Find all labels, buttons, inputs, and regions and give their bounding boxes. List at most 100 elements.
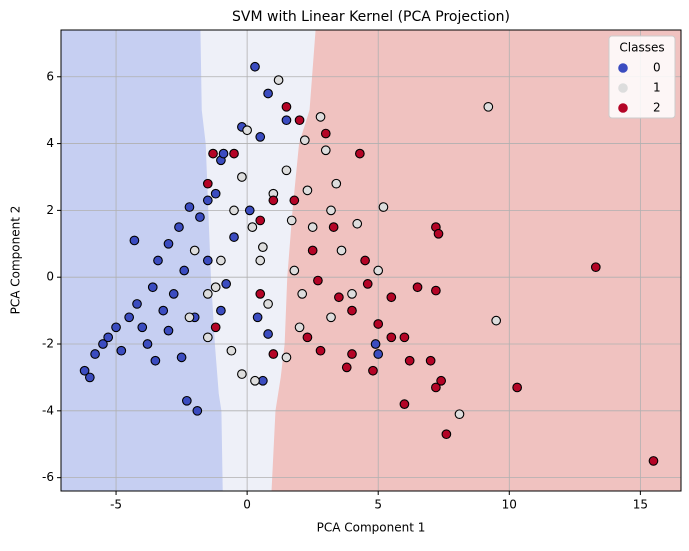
point <box>281 115 292 126</box>
point <box>208 148 218 159</box>
point <box>98 339 108 349</box>
point <box>153 255 163 266</box>
point <box>352 218 363 229</box>
point <box>252 312 263 323</box>
point <box>250 375 260 386</box>
point <box>229 205 239 216</box>
point <box>433 228 444 239</box>
point <box>294 115 305 126</box>
point <box>184 202 195 212</box>
point <box>281 165 292 176</box>
legend-title: Classes <box>619 41 664 55</box>
point <box>158 305 169 316</box>
legend-marker <box>618 63 628 73</box>
point <box>84 372 95 383</box>
point <box>237 369 247 379</box>
point <box>202 195 213 206</box>
point <box>142 339 153 349</box>
point <box>216 305 226 316</box>
point <box>347 289 357 299</box>
point <box>326 205 336 216</box>
point <box>302 185 313 196</box>
x-tick-label: 0 <box>243 498 251 512</box>
point <box>255 215 266 226</box>
point <box>176 352 187 363</box>
point <box>226 345 237 356</box>
point <box>441 429 452 440</box>
point <box>373 319 384 329</box>
point <box>491 315 502 326</box>
point <box>294 322 305 333</box>
point <box>132 299 142 309</box>
y-tick-label: -4 <box>42 403 54 417</box>
plot-frame <box>60 29 682 492</box>
point <box>103 332 114 343</box>
point <box>273 75 284 85</box>
point <box>399 332 410 343</box>
point <box>242 125 252 136</box>
point <box>258 242 268 252</box>
point <box>368 365 378 376</box>
legend-marker <box>618 103 628 113</box>
point <box>210 188 221 199</box>
y-tick-label: -6 <box>42 470 54 484</box>
point <box>90 349 100 359</box>
point <box>255 132 266 142</box>
point <box>320 128 331 139</box>
point <box>425 355 436 366</box>
legend-label: 2 <box>653 101 661 115</box>
point <box>255 255 266 266</box>
point <box>268 195 279 206</box>
point <box>79 365 90 376</box>
point <box>370 339 381 349</box>
point <box>286 215 297 226</box>
point <box>202 255 213 266</box>
point <box>347 305 357 316</box>
point <box>281 352 292 363</box>
point <box>454 409 465 420</box>
point <box>263 329 273 339</box>
point <box>202 332 213 343</box>
point <box>258 375 268 386</box>
point <box>111 322 121 333</box>
point <box>289 195 300 206</box>
point <box>129 235 140 246</box>
point <box>147 282 158 293</box>
y-tick-label: 2 <box>46 203 54 217</box>
point <box>268 349 279 359</box>
point <box>168 289 179 299</box>
point <box>399 399 410 409</box>
point <box>289 265 300 276</box>
point <box>373 349 384 359</box>
point <box>512 382 523 393</box>
y-tick-label: 6 <box>46 69 54 83</box>
point <box>229 232 239 242</box>
point <box>281 101 292 112</box>
point <box>362 279 373 289</box>
x-axis-label: PCA Component 1 <box>317 521 426 535</box>
legend-label: 0 <box>653 61 661 75</box>
point <box>237 172 247 182</box>
point <box>163 325 174 336</box>
point <box>326 312 336 323</box>
point <box>192 405 203 416</box>
point <box>181 395 192 406</box>
point <box>386 332 397 343</box>
point <box>250 61 260 72</box>
point <box>255 289 266 299</box>
point <box>174 222 184 232</box>
point <box>216 255 226 266</box>
point <box>355 148 365 159</box>
point <box>218 148 229 159</box>
y-tick-label: 0 <box>46 270 54 284</box>
point <box>313 275 323 286</box>
point <box>347 349 357 359</box>
point <box>328 222 339 232</box>
point <box>244 205 255 216</box>
point <box>116 345 127 356</box>
point <box>299 135 310 146</box>
point <box>302 332 313 343</box>
x-tick-label: 5 <box>374 498 382 512</box>
point <box>137 322 148 333</box>
point <box>263 88 273 99</box>
